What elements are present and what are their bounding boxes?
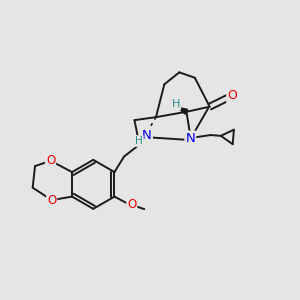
Text: N: N: [185, 132, 195, 145]
Text: N: N: [142, 129, 152, 142]
Text: H: H: [135, 136, 143, 146]
Text: O: O: [227, 89, 237, 102]
Polygon shape: [178, 107, 188, 114]
Text: H: H: [172, 99, 180, 109]
Text: O: O: [46, 154, 55, 167]
Text: O: O: [47, 194, 56, 207]
Text: O: O: [127, 198, 136, 212]
